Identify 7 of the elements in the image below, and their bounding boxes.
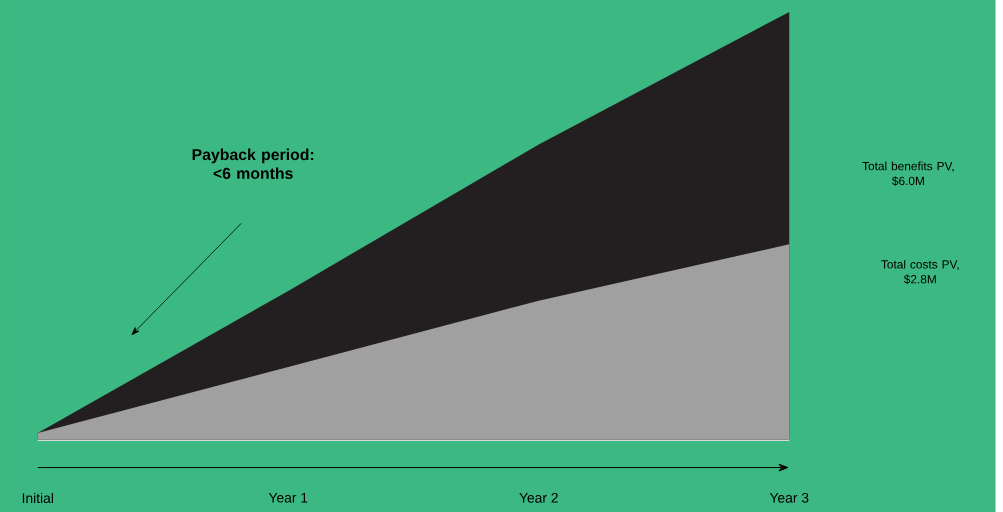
text: Total costs PV, $2.8M <box>881 259 959 285</box>
text: Total benefits PV, $6.0M <box>862 161 954 186</box>
x-tick-label: Year 1 <box>268 492 308 503</box>
x-tick-label: Year 3 <box>769 492 809 503</box>
x-tick-label: Initial <box>22 492 53 503</box>
x-tick-label: Year 2 <box>519 492 558 503</box>
annotation: Payback period: <6 months <box>192 148 314 179</box>
